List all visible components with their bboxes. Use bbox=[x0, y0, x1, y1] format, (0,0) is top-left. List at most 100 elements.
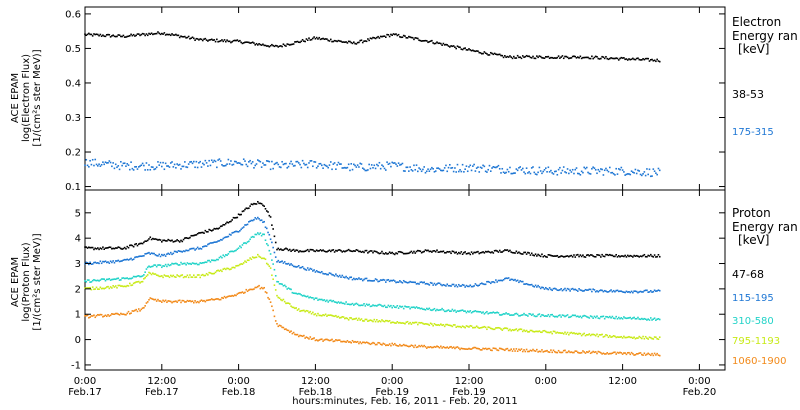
point-1060-1900 bbox=[241, 291, 244, 293]
point-38-53 bbox=[162, 33, 164, 35]
point-175-315 bbox=[542, 170, 545, 173]
point-310-580 bbox=[313, 298, 315, 301]
point-47-68 bbox=[155, 238, 158, 241]
point-175-315 bbox=[322, 167, 324, 170]
point-1060-1900 bbox=[651, 352, 653, 355]
point-1060-1900 bbox=[123, 313, 126, 316]
point-47-68 bbox=[185, 237, 187, 239]
point-47-68 bbox=[304, 250, 306, 253]
point-795-1193 bbox=[314, 313, 317, 315]
point-795-1193 bbox=[428, 324, 431, 326]
point-175-315 bbox=[187, 163, 190, 165]
point-38-53 bbox=[585, 56, 588, 59]
point-115-195 bbox=[144, 253, 146, 255]
point-1060-1900 bbox=[605, 353, 607, 355]
point-795-1193 bbox=[164, 275, 167, 277]
point-47-68 bbox=[328, 249, 331, 252]
point-175-315 bbox=[497, 164, 500, 167]
point-47-68 bbox=[545, 255, 547, 258]
series-47-68 bbox=[84, 200, 661, 258]
point-310-580 bbox=[365, 303, 368, 306]
point-795-1193 bbox=[438, 324, 441, 327]
point-115-195 bbox=[201, 246, 204, 248]
point-310-580 bbox=[505, 312, 507, 314]
y-tick-label-p1-6: 5 bbox=[75, 208, 81, 219]
point-47-68 bbox=[577, 253, 579, 256]
point-795-1193 bbox=[583, 332, 585, 335]
point-1060-1900 bbox=[340, 340, 342, 343]
point-310-580 bbox=[116, 277, 118, 280]
point-175-315 bbox=[587, 171, 589, 174]
x-time-label-3: 12:00 bbox=[301, 376, 330, 387]
point-1060-1900 bbox=[429, 346, 432, 348]
point-38-53 bbox=[648, 60, 651, 62]
point-38-53 bbox=[118, 34, 121, 36]
point-115-195 bbox=[260, 219, 263, 221]
point-47-68 bbox=[319, 249, 322, 251]
point-310-580 bbox=[201, 262, 204, 264]
point-47-68 bbox=[295, 249, 297, 251]
point-175-315 bbox=[227, 158, 230, 161]
point-795-1193 bbox=[629, 336, 632, 339]
point-38-53 bbox=[418, 39, 420, 42]
point-310-580 bbox=[533, 315, 536, 317]
point-795-1193 bbox=[510, 329, 513, 332]
point-115-195 bbox=[253, 218, 255, 221]
point-310-580 bbox=[193, 262, 195, 265]
point-310-580 bbox=[501, 313, 504, 316]
point-795-1193 bbox=[351, 318, 354, 321]
point-47-68 bbox=[285, 247, 287, 250]
point-1060-1900 bbox=[418, 344, 420, 347]
point-47-68 bbox=[600, 256, 602, 258]
point-795-1193 bbox=[162, 276, 164, 279]
point-175-315 bbox=[253, 167, 255, 169]
point-175-315 bbox=[333, 162, 336, 164]
point-175-315 bbox=[341, 167, 344, 169]
point-310-580 bbox=[301, 295, 304, 297]
point-1060-1900 bbox=[232, 295, 235, 297]
point-38-53 bbox=[155, 32, 158, 35]
point-115-195 bbox=[303, 267, 305, 270]
point-38-53 bbox=[287, 43, 290, 46]
point-795-1193 bbox=[530, 329, 533, 332]
point-310-580 bbox=[610, 317, 612, 319]
point-38-53 bbox=[635, 57, 638, 60]
point-47-68 bbox=[355, 249, 358, 251]
point-115-195 bbox=[457, 283, 460, 286]
point-795-1193 bbox=[233, 266, 236, 269]
point-1060-1900 bbox=[239, 291, 241, 294]
point-310-580 bbox=[237, 247, 240, 249]
point-47-68 bbox=[474, 251, 477, 254]
point-115-195 bbox=[214, 241, 217, 243]
point-175-315 bbox=[267, 160, 269, 162]
point-175-315 bbox=[221, 164, 223, 166]
point-795-1193 bbox=[562, 333, 565, 335]
point-175-315 bbox=[575, 167, 578, 169]
point-47-68 bbox=[392, 252, 395, 255]
point-175-315 bbox=[328, 164, 331, 166]
point-175-315 bbox=[402, 170, 405, 172]
point-47-68 bbox=[112, 247, 114, 250]
point-310-580 bbox=[333, 301, 336, 303]
point-115-195 bbox=[555, 288, 557, 290]
point-115-195 bbox=[405, 281, 408, 284]
point-1060-1900 bbox=[442, 346, 445, 348]
x-date-label-0: Feb.17 bbox=[68, 387, 102, 398]
point-310-580 bbox=[265, 242, 268, 245]
point-115-195 bbox=[350, 276, 353, 279]
point-795-1193 bbox=[553, 330, 556, 333]
point-310-580 bbox=[455, 311, 457, 313]
point-115-195 bbox=[634, 290, 637, 292]
point-47-68 bbox=[621, 255, 624, 257]
point-175-315 bbox=[658, 169, 661, 172]
point-38-53 bbox=[249, 42, 251, 44]
point-38-53 bbox=[557, 55, 560, 57]
point-38-53 bbox=[630, 58, 633, 61]
point-47-68 bbox=[629, 254, 632, 257]
point-47-68 bbox=[280, 248, 282, 250]
point-310-580 bbox=[653, 317, 656, 320]
point-115-195 bbox=[296, 265, 299, 268]
point-795-1193 bbox=[203, 274, 205, 277]
point-47-68 bbox=[459, 252, 461, 255]
point-1060-1900 bbox=[297, 335, 300, 338]
